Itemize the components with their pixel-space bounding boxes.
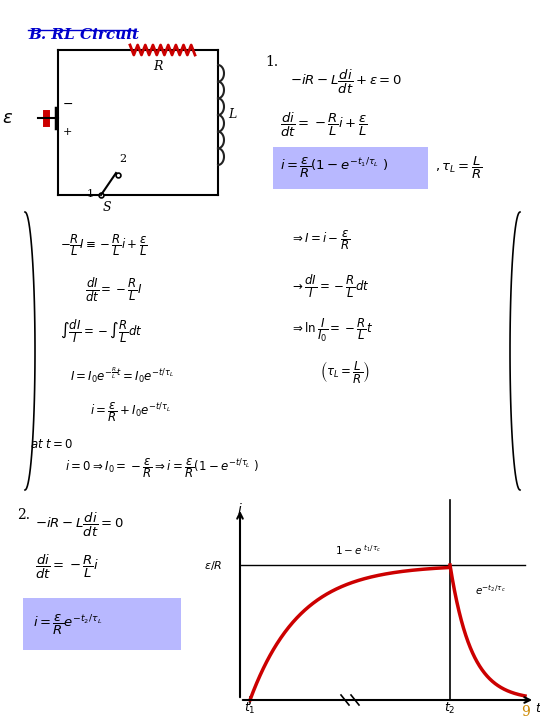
FancyBboxPatch shape: [23, 598, 181, 650]
Text: $t_2$: $t_2$: [444, 701, 456, 716]
Text: $\left(\tau_L=\dfrac{L}{R}\right)$: $\left(\tau_L=\dfrac{L}{R}\right)$: [320, 359, 370, 385]
Text: 1: 1: [87, 189, 94, 199]
Text: +: +: [63, 127, 72, 137]
Text: $i=\dfrac{\varepsilon}{R}e^{-t_2/\tau_L}$: $i=\dfrac{\varepsilon}{R}e^{-t_2/\tau_L}…: [33, 613, 102, 637]
Text: $,\tau_L=\dfrac{L}{R}$: $,\tau_L=\dfrac{L}{R}$: [435, 155, 483, 181]
Text: $-\dfrac{R}{L}I\equiv-\dfrac{R}{L}i+\dfrac{\varepsilon}{L}$: $-\dfrac{R}{L}I\equiv-\dfrac{R}{L}i+\dfr…: [60, 232, 147, 258]
Text: $\dfrac{di}{dt}=-\dfrac{R}{L}i$: $\dfrac{di}{dt}=-\dfrac{R}{L}i$: [35, 553, 99, 581]
Text: S: S: [103, 201, 111, 214]
Text: $t$: $t$: [535, 702, 540, 715]
Text: $\varepsilon$: $\varepsilon$: [3, 109, 14, 127]
Text: $\rightarrow\dfrac{dI}{I}=-\dfrac{R}{L}dt$: $\rightarrow\dfrac{dI}{I}=-\dfrac{R}{L}d…: [290, 274, 370, 300]
FancyBboxPatch shape: [273, 147, 428, 189]
Text: $i=\dfrac{\varepsilon}{R}+I_0e^{-t/\tau_L}$: $i=\dfrac{\varepsilon}{R}+I_0e^{-t/\tau_…: [90, 400, 171, 424]
Text: R: R: [153, 60, 163, 73]
Text: L: L: [228, 109, 237, 122]
Text: $\int\dfrac{dI}{I}=-\int\dfrac{R}{L}dt$: $\int\dfrac{dI}{I}=-\int\dfrac{R}{L}dt$: [60, 319, 143, 346]
Text: 2: 2: [119, 154, 126, 164]
Text: $i=0\Rightarrow I_0=-\dfrac{\varepsilon}{R}\Rightarrow i=\dfrac{\varepsilon}{R}(: $i=0\Rightarrow I_0=-\dfrac{\varepsilon}…: [65, 456, 259, 480]
Text: 2.: 2.: [17, 508, 30, 522]
Text: $\dfrac{di}{dt}=-\dfrac{R}{L}i+\dfrac{\varepsilon}{L}$: $\dfrac{di}{dt}=-\dfrac{R}{L}i+\dfrac{\v…: [280, 111, 368, 139]
Text: $i$: $i$: [237, 502, 243, 517]
Text: $at\ t=0$: $at\ t=0$: [30, 438, 73, 451]
Text: B. RL Circuit: B. RL Circuit: [28, 28, 139, 42]
Text: $e^{-t_2/\tau_c}$: $e^{-t_2/\tau_c}$: [475, 583, 506, 597]
Text: $\Rightarrow I=i-\dfrac{\varepsilon}{R}$: $\Rightarrow I=i-\dfrac{\varepsilon}{R}$: [290, 228, 350, 252]
Text: $-iR-L\dfrac{di}{dt}+\varepsilon=0$: $-iR-L\dfrac{di}{dt}+\varepsilon=0$: [290, 68, 402, 96]
Text: $\dfrac{dI}{dt}=-\dfrac{R}{L}I$: $\dfrac{dI}{dt}=-\dfrac{R}{L}I$: [85, 276, 142, 304]
Text: 1.: 1.: [265, 55, 278, 69]
Text: 9: 9: [521, 705, 529, 719]
Text: $t_1$: $t_1$: [244, 701, 256, 716]
Text: $I=I_0e^{-\frac{R}{L}t}=I_0e^{-t/\tau_L}$: $I=I_0e^{-\frac{R}{L}t}=I_0e^{-t/\tau_L}…: [70, 365, 174, 384]
Text: −: −: [63, 97, 73, 110]
Text: $1-e^{\ t_1/\tau_c}$: $1-e^{\ t_1/\tau_c}$: [335, 543, 381, 557]
Text: $-iR-L\dfrac{di}{dt}=0$: $-iR-L\dfrac{di}{dt}=0$: [35, 511, 124, 539]
Text: $\varepsilon/R$: $\varepsilon/R$: [204, 559, 222, 572]
Text: $\Rightarrow\ln\dfrac{I}{I_0}=-\dfrac{R}{L}t$: $\Rightarrow\ln\dfrac{I}{I_0}=-\dfrac{R}…: [290, 316, 373, 344]
Text: $i=\dfrac{\varepsilon}{R}(1-e^{-t_1/\tau_L}\ )$: $i=\dfrac{\varepsilon}{R}(1-e^{-t_1/\tau…: [280, 156, 388, 180]
